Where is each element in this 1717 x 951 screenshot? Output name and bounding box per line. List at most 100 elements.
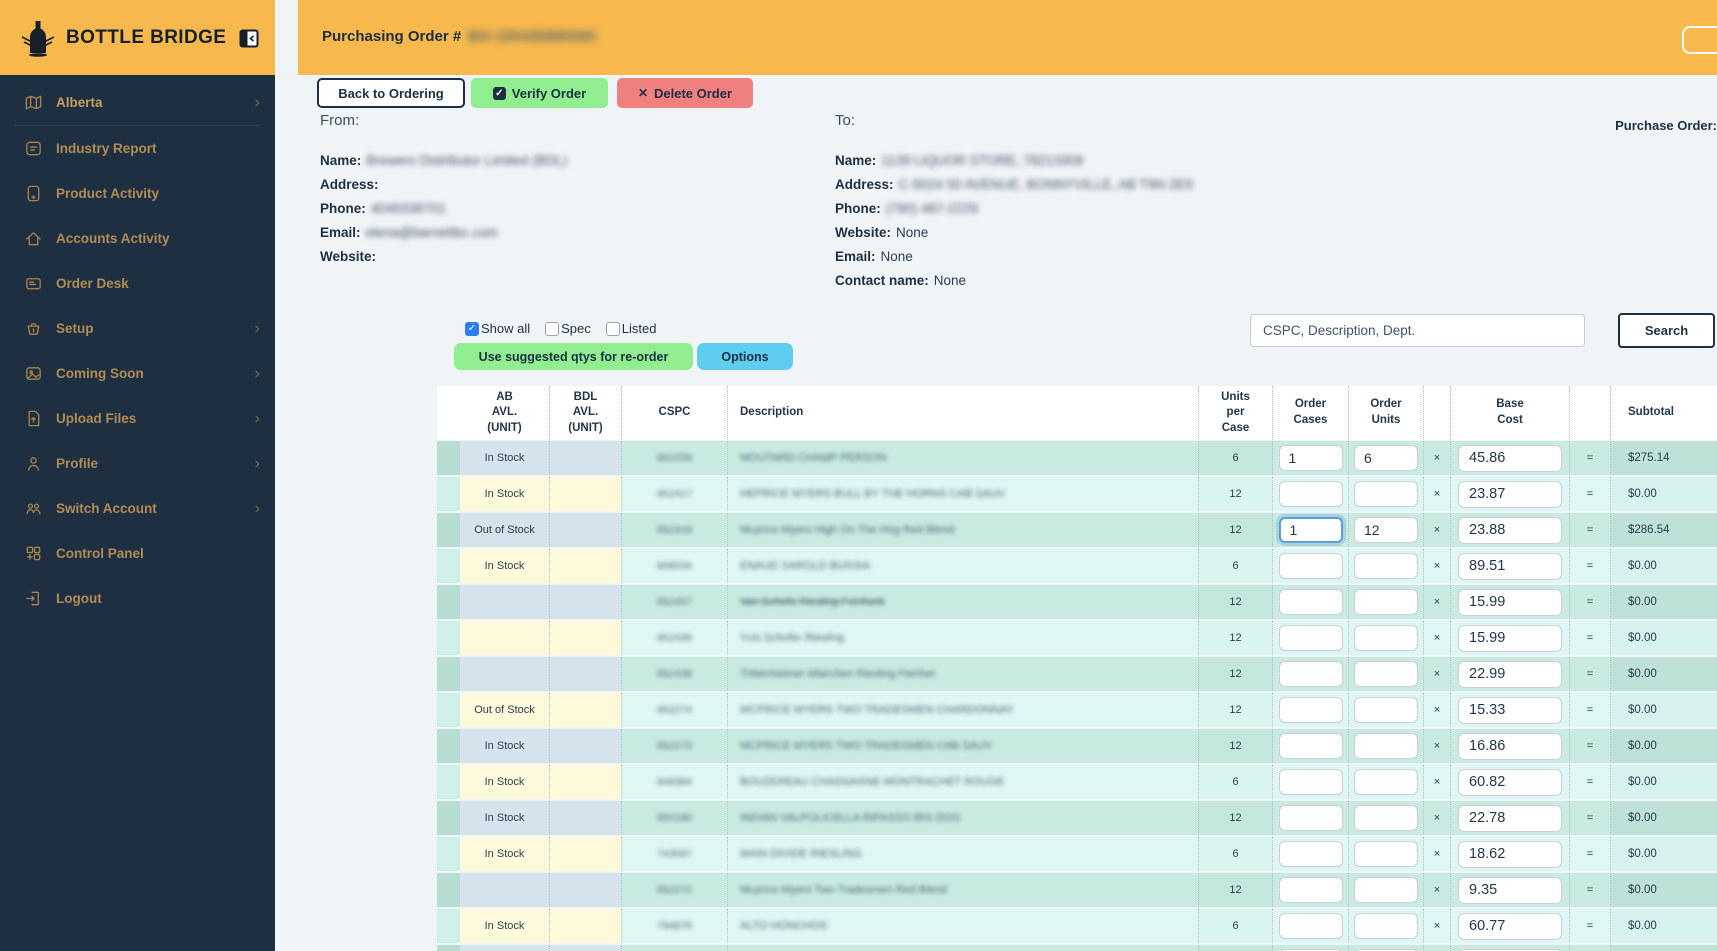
header-action-button[interactable] xyxy=(1682,26,1717,54)
order-cases-input[interactable] xyxy=(1278,481,1343,507)
base-cost-input[interactable] xyxy=(1458,840,1562,868)
sidebar-item-coming-soon[interactable]: Coming Soon › xyxy=(0,351,275,396)
sidebar-item-control-panel[interactable]: Control Panel xyxy=(0,531,275,576)
base-cost-input[interactable] xyxy=(1458,804,1562,832)
sidebar-item-label: Product Activity xyxy=(56,186,160,201)
multiply-symbol: × xyxy=(1424,621,1451,655)
cell-desc: Mcprice Myers Two Tradesmen Red Blend xyxy=(728,873,1199,907)
order-cases-input[interactable] xyxy=(1278,589,1343,615)
chevron-right-icon: › xyxy=(254,454,260,472)
show-all-checkbox-box[interactable]: ✓ xyxy=(465,321,479,336)
base-cost-input[interactable] xyxy=(1458,660,1562,688)
cell-cspc: 852436 xyxy=(622,621,728,655)
listed-checkbox[interactable]: Listed xyxy=(605,321,656,336)
cell-cases xyxy=(1273,585,1349,619)
base-cost-input[interactable] xyxy=(1458,552,1562,580)
order-units-input[interactable] xyxy=(1354,553,1418,579)
spec-checkbox[interactable]: Spec xyxy=(545,321,591,336)
order-cases-input[interactable] xyxy=(1278,877,1343,903)
verify-order-button[interactable]: ✓ Verify Order xyxy=(471,78,608,108)
show-all-checkbox[interactable]: ✓ Show all xyxy=(465,321,530,336)
sidebar-item-accounts-activity[interactable]: Accounts Activity xyxy=(0,216,275,261)
cell-cspc: 743587 xyxy=(622,837,728,871)
order-cases-input[interactable] xyxy=(1278,625,1343,651)
order-cases-input[interactable] xyxy=(1278,553,1343,579)
cell-bdl xyxy=(550,477,622,511)
cell-units: 6 xyxy=(1199,549,1273,583)
order-cases-input[interactable] xyxy=(1278,517,1343,543)
order-units-input[interactable] xyxy=(1354,841,1418,867)
spec-checkbox-box[interactable] xyxy=(545,321,560,336)
sidebar-item-switch-account[interactable]: Switch Account › xyxy=(0,486,275,531)
cell-desc: ENAUD SAROLD BUSSIA xyxy=(728,549,1199,583)
order-cases-input[interactable] xyxy=(1278,733,1343,759)
base-cost-input[interactable] xyxy=(1458,696,1562,724)
cell-bdl xyxy=(550,945,622,951)
sidebar-item-order-desk[interactable]: Order Desk xyxy=(0,261,275,306)
order-units-input[interactable] xyxy=(1354,661,1418,687)
order-units-input[interactable] xyxy=(1354,589,1418,615)
chevron-right-icon: › xyxy=(254,319,260,337)
order-units-input[interactable] xyxy=(1354,805,1418,831)
listed-checkbox-box[interactable] xyxy=(605,321,620,336)
from-email-redacted: elena@barnettbc.com xyxy=(365,225,498,240)
cell-sub xyxy=(1611,945,1717,951)
base-cost-input[interactable] xyxy=(1458,480,1562,508)
base-cost-input[interactable] xyxy=(1458,588,1562,616)
order-units-input[interactable] xyxy=(1354,877,1418,903)
from-email: Email: elena@barnettbc.com xyxy=(320,225,498,240)
sidebar-item-profile[interactable]: Profile › xyxy=(0,441,275,486)
order-units-input[interactable] xyxy=(1354,913,1418,939)
order-cases-input[interactable] xyxy=(1278,697,1343,723)
sidebar-item-logout[interactable]: Logout xyxy=(0,576,275,621)
order-units-input[interactable] xyxy=(1354,481,1418,507)
cell-ounits xyxy=(1349,621,1424,655)
sidebar-item-setup[interactable]: Setup › xyxy=(0,306,275,351)
cell-desc: MOUTARD CHAMP PERSON xyxy=(728,441,1199,475)
multiply-symbol: × xyxy=(1424,693,1451,727)
order-units-input[interactable] xyxy=(1354,769,1418,795)
cell-units: 6 xyxy=(1199,441,1273,475)
order-cases-input[interactable] xyxy=(1278,841,1343,867)
cell-sub: $0.00 xyxy=(1611,909,1717,943)
description-redacted: MCPRICE MYERS TWO TRADESMEN CHARDONNAY xyxy=(740,704,1014,716)
search-button[interactable]: Search xyxy=(1618,313,1715,348)
order-units-input[interactable] xyxy=(1354,733,1418,759)
to-name: Name: 1139 LIQUOR STORE, 78213309 xyxy=(835,153,1084,168)
order-cases-input[interactable] xyxy=(1278,805,1343,831)
order-cases-input[interactable] xyxy=(1278,769,1343,795)
base-cost-input[interactable] xyxy=(1458,876,1562,904)
cell-units: 12 xyxy=(1199,513,1273,547)
order-units-input[interactable] xyxy=(1354,697,1418,723)
order-units-input[interactable] xyxy=(1354,625,1418,651)
search-input[interactable] xyxy=(1250,314,1585,347)
cell-desc xyxy=(728,945,1199,951)
order-cases-input[interactable] xyxy=(1278,661,1343,687)
table-row: Out of Stock 852419 Mcprice Myers High On … xyxy=(437,513,1717,547)
cell-desc: MCPRICE MYERS TWO TRADESMEN CAB SAUV xyxy=(728,729,1199,763)
base-cost-input[interactable] xyxy=(1458,444,1562,472)
order-cases-input[interactable] xyxy=(1278,445,1343,471)
sidebar-item-industry-report[interactable]: Industry Report xyxy=(0,126,275,171)
use-suggested-qtys-button[interactable]: Use suggested qtys for re-order xyxy=(454,343,693,370)
cell-units: 12 xyxy=(1199,621,1273,655)
sidebar-item-product-activity[interactable]: Product Activity xyxy=(0,171,275,216)
column-header-x xyxy=(1424,386,1451,440)
sidebar-item-alberta[interactable]: Alberta › xyxy=(0,80,275,125)
back-to-ordering-button[interactable]: Back to Ordering xyxy=(317,78,465,108)
sidebar-item-upload-files[interactable]: Upload Files › xyxy=(0,396,275,441)
cell-cspc: 852272 xyxy=(622,873,728,907)
sidebar-collapse-icon[interactable] xyxy=(239,29,259,48)
base-cost-input[interactable] xyxy=(1458,516,1562,544)
order-desk-icon xyxy=(26,278,41,290)
order-cases-input[interactable] xyxy=(1278,913,1343,939)
base-cost-input[interactable] xyxy=(1458,624,1562,652)
order-units-input[interactable] xyxy=(1354,517,1418,543)
order-units-input[interactable] xyxy=(1354,445,1418,471)
cell-ounits xyxy=(1349,693,1424,727)
base-cost-input[interactable] xyxy=(1458,732,1562,760)
base-cost-input[interactable] xyxy=(1458,768,1562,796)
delete-order-button[interactable]: ✕ Delete Order xyxy=(617,78,753,108)
base-cost-input[interactable] xyxy=(1458,912,1562,940)
options-button[interactable]: Options xyxy=(697,343,793,370)
